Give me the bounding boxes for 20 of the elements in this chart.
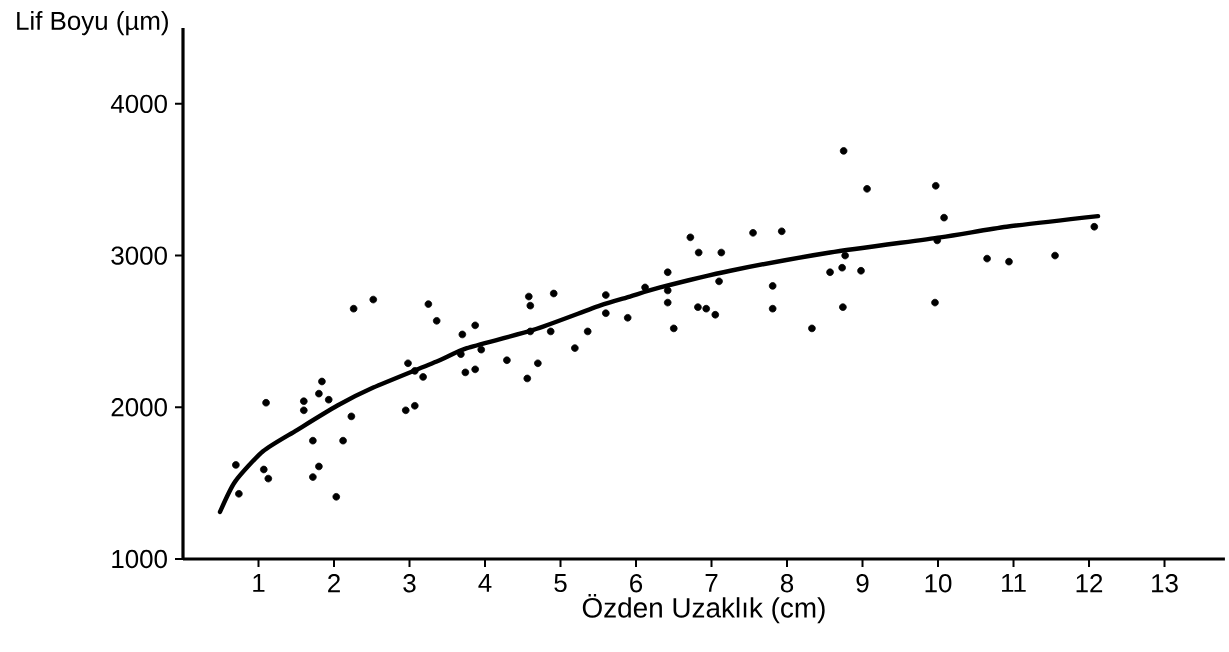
x-tick-label: 2 — [328, 574, 340, 593]
y-tick-label: 3000 — [111, 246, 167, 265]
x-tick-label: 7 — [705, 574, 718, 592]
x-tick-label: 4 — [478, 574, 492, 592]
x-tick-label: 6 — [630, 574, 643, 593]
x-tick-label: 12 — [1076, 574, 1103, 593]
y-axis-title: Lif Boyu (µm) — [17, 11, 168, 36]
x-tick-label: 11 — [1002, 574, 1026, 592]
y-tick-label: 4000 — [110, 94, 167, 114]
x-tick-label: 13 — [1152, 574, 1178, 593]
y-tick-label: 2000 — [111, 398, 167, 417]
x-tick-label: 5 — [554, 574, 567, 593]
x-tick-label: 1 — [253, 574, 265, 592]
x-tick-label: 9 — [856, 574, 869, 593]
line-series — [217, 213, 1101, 515]
x-axis-title: Özden Uzaklık (cm) — [582, 594, 825, 624]
x-tick-label: 8 — [780, 574, 794, 593]
y-tick-label: 1000 — [112, 549, 167, 569]
x-tick-label: 3 — [403, 574, 416, 593]
x-tick-label: 10 — [925, 574, 952, 593]
